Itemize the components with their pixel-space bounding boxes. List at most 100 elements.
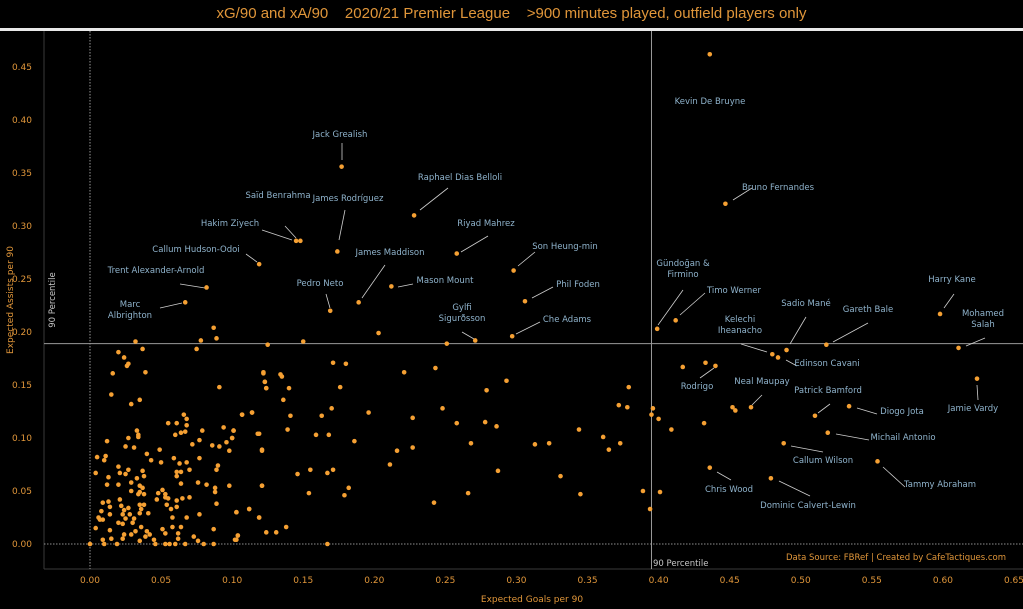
x-tick-label: 0.00 [80, 576, 100, 586]
x-tick-label: 0.30 [506, 576, 526, 586]
labeled-data-point [511, 268, 516, 273]
x-tick-label: 0.35 [578, 576, 598, 586]
axes [43, 31, 1023, 570]
data-point [148, 457, 154, 463]
labeled-data-point [335, 249, 340, 254]
data-point [118, 503, 124, 509]
data-point [239, 412, 245, 417]
leader-line [325, 293, 331, 309]
data-point [204, 482, 209, 487]
data-point [221, 425, 226, 430]
data-point [121, 355, 127, 360]
player-label: Mason Mount [417, 276, 475, 286]
data-point [211, 325, 216, 331]
data-point [190, 442, 195, 447]
data-point [103, 453, 108, 459]
leader-line [882, 466, 906, 488]
data-point [433, 365, 438, 371]
data-point [198, 338, 204, 343]
player-label-line: Pedro Neto [297, 279, 344, 289]
data-point [174, 473, 180, 479]
player-label: Son Heung-min [532, 242, 598, 252]
leader-line [679, 292, 706, 316]
data-point [376, 330, 381, 336]
player-label: Harry Kane [928, 275, 975, 285]
data-point [201, 541, 207, 547]
data-point [214, 501, 219, 507]
y-tick-label: 0.35 [12, 169, 32, 179]
player-label: Gylfi Sigurðsson [439, 303, 486, 324]
data-point [410, 445, 415, 450]
data-point [626, 384, 632, 390]
player-label: Raphael Dias Belloli [418, 173, 502, 183]
player-label-line: Jamie Vardy [947, 404, 998, 414]
x-tick-label: 0.40 [649, 576, 669, 586]
data-point [231, 428, 236, 433]
player-label-line: Rodrigo [681, 382, 714, 392]
data-point [151, 537, 157, 543]
data-point [178, 430, 184, 436]
data-point [163, 495, 168, 500]
data-point [138, 524, 144, 530]
player-label: Dominic Calvert-Lewin [760, 501, 856, 511]
data-point [647, 506, 653, 512]
player-labels: Kevin De Bruyne Bruno Fernandes Jack Greal… [107, 97, 1004, 511]
data-point [387, 462, 393, 467]
player-label-line: Diogo Jota [880, 407, 924, 417]
player-label-line: Marc [120, 300, 141, 310]
data-point [600, 434, 606, 440]
data-point [110, 371, 116, 376]
x-tick-label: 0.60 [933, 576, 953, 586]
labeled-data-point [389, 284, 394, 289]
data-point [281, 397, 286, 403]
data-point [178, 481, 184, 486]
labeled-data-point [768, 475, 774, 481]
data-point [703, 360, 708, 366]
data-point [93, 470, 98, 476]
data-point [578, 491, 583, 497]
labeled-data-point [327, 308, 333, 314]
player-label-line: Mohamed [962, 309, 1004, 319]
data-point [617, 441, 623, 446]
player-label: Callum Hudson-Odoi [152, 245, 239, 255]
data-point [163, 541, 168, 547]
data-point [227, 483, 232, 489]
player-label-line: Gündoğan & [656, 259, 710, 269]
data-point [259, 447, 265, 452]
data-point [178, 469, 184, 475]
data-point [94, 454, 100, 460]
data-point [352, 438, 357, 444]
player-label-line: Raphael Dias Belloli [418, 173, 502, 183]
y-tick-label: 0.15 [12, 381, 32, 391]
data-point [130, 520, 135, 526]
y-tick-label: 0.25 [12, 275, 32, 285]
labeled-data-point [356, 300, 361, 305]
data-point [126, 467, 131, 473]
player-label-line: Patrick Bamford [794, 386, 862, 396]
x-tick-label: 0.05 [151, 576, 171, 586]
data-point [410, 415, 415, 421]
data-point [114, 541, 120, 547]
data-point [99, 508, 104, 514]
player-label-line: Callum Wilson [793, 456, 853, 466]
labeled-data-point [673, 318, 678, 323]
data-point [484, 388, 489, 393]
data-point [215, 463, 221, 468]
player-label-line: James Rodríguez [312, 194, 384, 204]
data-point [170, 524, 175, 530]
data-point [346, 485, 352, 491]
data-point [504, 378, 509, 384]
x-tick-label: 0.25 [435, 576, 455, 586]
player-label: Kelechi Iheanacho [718, 315, 762, 336]
data-point [187, 495, 192, 500]
data-point [256, 431, 262, 437]
player-label-line: Sadio Mané [781, 298, 830, 309]
data-point [444, 341, 450, 346]
data-point [263, 385, 269, 391]
leader-line [817, 403, 831, 414]
data-point [558, 473, 563, 479]
leader-line [461, 331, 475, 340]
data-point [109, 536, 114, 541]
labeled-data-point [846, 403, 852, 409]
y-tick-label: 0.05 [12, 487, 32, 497]
